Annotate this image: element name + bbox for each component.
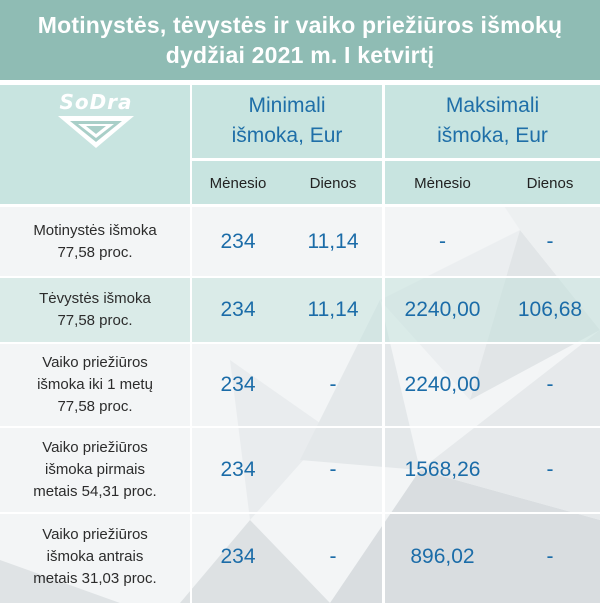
logo-mark-icon <box>58 116 134 148</box>
column-group-min-line-2: išmoka, Eur <box>231 124 343 147</box>
separator-row-4 <box>0 512 600 514</box>
subheader-min-day: Dienos <box>309 174 357 192</box>
page-title-line-1: Motinystės, tėvystės ir vaiko priežiūros… <box>37 12 563 38</box>
cell-vaiko3-min-day: - <box>329 545 337 568</box>
cell-tevystes-min-month: 234 <box>220 298 256 321</box>
cell-tevystes-max-day: 106,68 <box>517 298 583 321</box>
row-label-motinystes: Motinystės išmoka 77,58 proc. <box>0 207 190 276</box>
row-label-line: Tėvystės išmoka <box>39 290 151 307</box>
cell-motinystes-max-day: - <box>546 229 554 253</box>
row-band-2 <box>0 278 600 342</box>
row-label-line: išmoka pirmais <box>44 461 146 478</box>
row-label-line: 77,58 proc. <box>57 398 133 415</box>
cell-vaiko1-max-day: - <box>546 373 554 396</box>
separator-row-2 <box>0 342 600 344</box>
row-label-line: 77,58 proc. <box>57 312 133 329</box>
cell-vaiko2-max-month: 1568,26 <box>404 458 481 481</box>
cell-vaiko1-min-month: 234 <box>220 373 256 396</box>
column-group-max-line-2: išmoka, Eur <box>437 124 548 147</box>
sodra-logo: SoDra <box>48 90 144 150</box>
cell-tevystes-max-month: 2240,00 <box>404 298 481 321</box>
row-label-line: 77,58 proc. <box>57 243 133 261</box>
row-label-line: išmoka antrais <box>46 548 144 565</box>
column-group-max-line-1: Maksimali <box>445 94 540 117</box>
row-label-line: Vaiko priežiūros <box>42 439 148 456</box>
separator-header-mid <box>190 158 600 161</box>
row-label-line: metais 31,03 proc. <box>33 570 157 587</box>
cell-vaiko2-min-month: 234 <box>220 458 256 481</box>
subheader-max-day: Dienos <box>526 174 574 192</box>
title-bar: Motinystės, tėvystės ir vaiko priežiūros… <box>0 0 600 80</box>
row-label-tevystes: Tėvystės išmoka 77,58 proc. <box>0 278 190 342</box>
cell-vaiko3-min-month: 234 <box>220 545 256 568</box>
separator-row-3 <box>0 426 600 428</box>
row-label-line: metais 54,31 proc. <box>33 483 157 500</box>
cell-vaiko2-max-day: - <box>546 458 554 481</box>
row-label-vaiko-1: Vaiko priežiūros išmoka iki 1 metų 77,58… <box>0 344 190 426</box>
cell-vaiko3-max-day: - <box>546 545 554 568</box>
separator-col-1 <box>190 85 192 603</box>
cell-motinystes-max-month: - <box>439 229 446 253</box>
separator-header-bottom <box>0 204 600 207</box>
cell-vaiko2-min-day: - <box>329 458 337 481</box>
separator-row-1 <box>0 276 600 278</box>
row-label-vaiko-3: Vaiko priežiūros išmoka antrais metais 3… <box>0 514 190 600</box>
column-group-min: Minimali išmoka, Eur <box>192 86 382 156</box>
cell-vaiko1-max-month: 2240,00 <box>404 373 481 396</box>
cell-vaiko3-max-month: 896,02 <box>410 545 475 568</box>
subheader-min-month: Mėnesio <box>209 174 267 192</box>
row-label-line: Motinystės išmoka <box>33 221 157 239</box>
cell-vaiko1-min-day: - <box>329 373 337 396</box>
cell-motinystes-min-month: 234 <box>220 229 256 253</box>
separator-title <box>0 80 600 85</box>
row-label-line: Vaiko priežiūros <box>42 354 148 371</box>
cell-motinystes-min-day: 11,14 <box>307 229 359 253</box>
separator-col-mid <box>382 85 385 603</box>
column-group-max: Maksimali išmoka, Eur <box>385 86 600 156</box>
row-label-line: Vaiko priežiūros <box>42 526 148 543</box>
logo-text: SoDra <box>59 90 133 114</box>
cell-tevystes-min-day: 11,14 <box>307 298 359 321</box>
subheader-max-month: Mėnesio <box>414 174 471 192</box>
row-label-line: išmoka iki 1 metų <box>37 376 153 393</box>
row-label-vaiko-2: Vaiko priežiūros išmoka pirmais metais 5… <box>0 428 190 512</box>
column-group-min-line-1: Minimali <box>248 94 326 117</box>
page-title-line-2: dydžiai 2021 m. I ketvirtį <box>165 42 435 68</box>
